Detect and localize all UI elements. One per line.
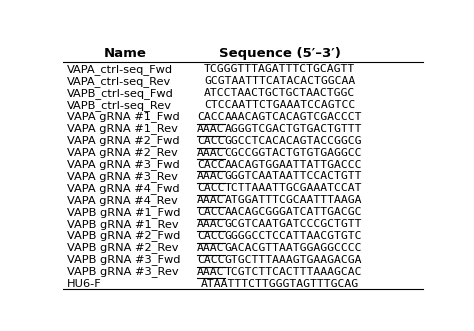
Text: Name: Name <box>104 47 147 60</box>
Text: VAPA gRNA #1_Fwd: VAPA gRNA #1_Fwd <box>66 112 179 122</box>
Text: AAAC: AAAC <box>197 195 225 205</box>
Text: GGGTCAATAATTCCACTGTT: GGGTCAATAATTCCACTGTT <box>225 171 362 181</box>
Text: AAAC: AAAC <box>197 267 225 277</box>
Text: VAPA_ctrl-seq_Rev: VAPA_ctrl-seq_Rev <box>66 76 171 87</box>
Text: TCTTAAATTGCGAAATCCAT: TCTTAAATTGCGAAATCCAT <box>225 183 362 193</box>
Text: ATAATTTCTTGGGTAGTTTGCAG: ATAATTTCTTGGGTAGTTTGCAG <box>201 279 359 289</box>
Text: AAAC: AAAC <box>197 243 225 253</box>
Text: VAPA gRNA #3_Rev: VAPA gRNA #3_Rev <box>66 171 177 182</box>
Text: CGCCGGTACTGTGTGAGGCC: CGCCGGTACTGTGTGAGGCC <box>225 148 362 158</box>
Text: CACC: CACC <box>197 183 225 193</box>
Text: GCGTCAATGATCCCGCTGTT: GCGTCAATGATCCCGCTGTT <box>225 219 362 229</box>
Text: CACC: CACC <box>197 160 225 169</box>
Text: VAPA gRNA #1_Rev: VAPA gRNA #1_Rev <box>66 123 177 134</box>
Text: VAPB gRNA #2_Rev: VAPB gRNA #2_Rev <box>66 242 178 253</box>
Text: VAPB gRNA #2_Fwd: VAPB gRNA #2_Fwd <box>66 230 180 241</box>
Text: VAPA gRNA #4_Fwd: VAPA gRNA #4_Fwd <box>66 183 179 194</box>
Text: CACC: CACC <box>197 207 225 217</box>
Text: CACC: CACC <box>197 112 225 122</box>
Text: CTCCAATTCTGAAATCCAGTCC: CTCCAATTCTGAAATCCAGTCC <box>204 100 356 110</box>
Text: VAPA_ctrl-seq_Fwd: VAPA_ctrl-seq_Fwd <box>66 64 173 75</box>
Text: VAPA gRNA #2_Rev: VAPA gRNA #2_Rev <box>66 147 177 158</box>
Text: GACACGTTAATGGAGGCCCC: GACACGTTAATGGAGGCCCC <box>225 243 362 253</box>
Text: VAPA gRNA #3_Fwd: VAPA gRNA #3_Fwd <box>66 159 179 170</box>
Text: GGGGCCTCCATTAACGTGTC: GGGGCCTCCATTAACGTGTC <box>225 231 362 241</box>
Text: TCGTCTTCACTTTAAAGCAC: TCGTCTTCACTTTAAAGCAC <box>225 267 362 277</box>
Text: AAAC: AAAC <box>197 124 225 134</box>
Text: AAAC: AAAC <box>197 219 225 229</box>
Text: ATGGATTTCGCAATTTAAGA: ATGGATTTCGCAATTTAAGA <box>225 195 362 205</box>
Text: VAPB gRNA #1_Rev: VAPB gRNA #1_Rev <box>66 218 178 229</box>
Text: AAAC: AAAC <box>197 171 225 181</box>
Text: ATCCTAACTGCTGCTAACTGGC: ATCCTAACTGCTGCTAACTGGC <box>204 88 356 98</box>
Text: AAACAGTCACAGTCGACCCT: AAACAGTCACAGTCGACCCT <box>225 112 362 122</box>
Text: GTGCTTTAAAGTGAAGACGA: GTGCTTTAAAGTGAAGACGA <box>225 255 362 265</box>
Text: Sequence (5′–3′): Sequence (5′–3′) <box>219 47 341 60</box>
Text: VAPB gRNA #1_Fwd: VAPB gRNA #1_Fwd <box>66 207 180 217</box>
Text: CACC: CACC <box>197 231 225 241</box>
Text: GGCCTCACACAGTACCGGCG: GGCCTCACACAGTACCGGCG <box>225 136 362 146</box>
Text: VAPA gRNA #2_Fwd: VAPA gRNA #2_Fwd <box>66 135 179 146</box>
Text: TCGGGTTTAGATTTCTGCAGTT: TCGGGTTTAGATTTCTGCAGTT <box>204 64 356 74</box>
Text: GCGTAATTTCATACACTGGCAA: GCGTAATTTCATACACTGGCAA <box>204 76 356 86</box>
Text: VAPA gRNA #4_Rev: VAPA gRNA #4_Rev <box>66 195 177 206</box>
Text: VAPB_ctrl-seq_Fwd: VAPB_ctrl-seq_Fwd <box>66 88 173 99</box>
Text: AAAC: AAAC <box>197 148 225 158</box>
Text: CACC: CACC <box>197 136 225 146</box>
Text: VAPB gRNA #3_Fwd: VAPB gRNA #3_Fwd <box>66 254 180 265</box>
Text: VAPB gRNA #3_Rev: VAPB gRNA #3_Rev <box>66 266 178 277</box>
Text: HU6-F: HU6-F <box>66 279 101 289</box>
Text: VAPB_ctrl-seq_Rev: VAPB_ctrl-seq_Rev <box>66 100 172 111</box>
Text: AACAGCGGGATCATTGACGC: AACAGCGGGATCATTGACGC <box>225 207 362 217</box>
Text: AACAGTGGAATTATTGACCC: AACAGTGGAATTATTGACCC <box>225 160 362 169</box>
Text: AGGGTCGACTGTGACTGTTT: AGGGTCGACTGTGACTGTTT <box>225 124 362 134</box>
Text: CACC: CACC <box>197 255 225 265</box>
